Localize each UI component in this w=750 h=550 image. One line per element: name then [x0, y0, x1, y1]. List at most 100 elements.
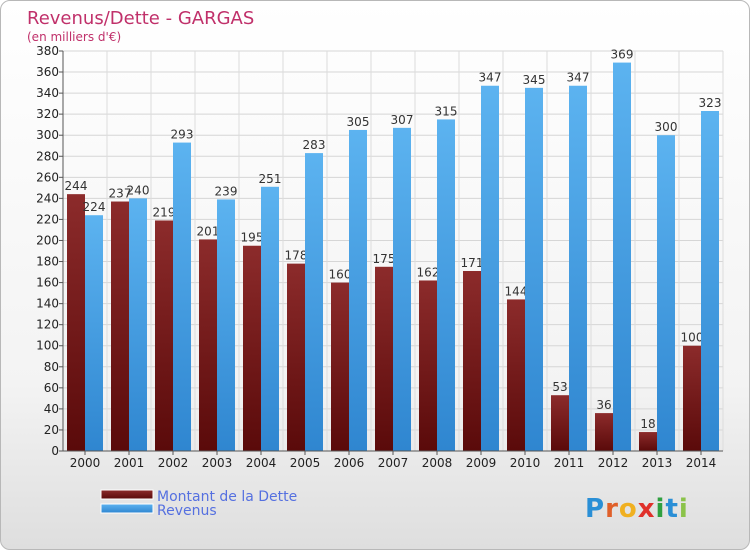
data-label-debt: 162 [417, 265, 440, 279]
logo-letter: i [656, 494, 666, 524]
x-tick-label: 2001 [114, 456, 145, 470]
bar-revenus [349, 129, 367, 451]
x-tick-label: 2013 [642, 456, 673, 470]
bar-revenus [305, 153, 323, 451]
y-tick-label: 0 [51, 444, 59, 458]
y-tick-label: 100 [36, 339, 59, 353]
bar-revenus [569, 85, 587, 451]
y-tick-label: 340 [36, 86, 59, 100]
logo-letter: r [605, 494, 619, 524]
data-label-revenus: 323 [699, 96, 722, 110]
x-tick-label: 2000 [70, 456, 101, 470]
bar-revenus [173, 142, 191, 451]
bar-revenus [129, 198, 147, 451]
data-label-debt: 36 [596, 398, 611, 412]
y-tick-label: 220 [36, 212, 59, 226]
y-tick-label: 140 [36, 297, 59, 311]
data-label-revenus: 347 [567, 71, 590, 85]
data-label-revenus: 251 [259, 172, 282, 186]
bar-debt [155, 220, 173, 451]
data-label-revenus: 347 [479, 71, 502, 85]
x-tick-label: 2006 [334, 456, 365, 470]
y-tick-label: 300 [36, 128, 59, 142]
data-label-revenus: 345 [523, 73, 546, 87]
y-tick-label: 380 [36, 44, 59, 58]
data-label-revenus: 300 [655, 120, 678, 134]
data-label-debt: 244 [65, 179, 88, 193]
x-tick-label: 2005 [290, 456, 321, 470]
bar-revenus [393, 127, 411, 451]
x-tick-label: 2009 [466, 456, 497, 470]
bar-debt [551, 395, 569, 451]
y-tick-label: 200 [36, 233, 59, 247]
y-tick-label: 260 [36, 170, 59, 184]
data-label-debt: 178 [285, 249, 308, 263]
logo-letter: P [585, 494, 605, 524]
x-tick-label: 2004 [246, 456, 277, 470]
data-label-debt: 219 [153, 205, 176, 219]
data-label-revenus: 369 [611, 48, 634, 62]
bar-revenus [85, 215, 103, 451]
bar-revenus [525, 87, 543, 451]
y-tick-label: 180 [36, 255, 59, 269]
bar-debt [375, 266, 393, 451]
bar-revenus [261, 186, 279, 451]
bar-debt [419, 280, 437, 451]
chart-title: Revenus/Dette - GARGAS [27, 8, 254, 29]
data-label-revenus: 315 [435, 104, 458, 118]
legend-swatch-debt [100, 489, 154, 500]
logo-letter: o [619, 494, 638, 524]
x-tick-label: 2008 [422, 456, 453, 470]
data-label-revenus: 224 [83, 200, 106, 214]
bar-revenus [437, 119, 455, 451]
data-label-debt: 195 [241, 231, 264, 245]
bar-debt [463, 271, 481, 451]
bar-debt [331, 282, 349, 451]
logo-letter: i [679, 494, 689, 524]
data-label-revenus: 283 [303, 138, 326, 152]
legend-label-revenus: Revenus [157, 503, 217, 519]
data-label-debt: 160 [329, 268, 352, 282]
x-tick-label: 2002 [158, 456, 189, 470]
y-tick-label: 120 [36, 318, 59, 332]
bar-debt [111, 201, 129, 451]
bar-revenus [657, 135, 675, 452]
bar-debt [507, 299, 525, 451]
bar-debt [683, 345, 701, 451]
bar-revenus [613, 62, 631, 451]
data-label-debt: 201 [197, 224, 220, 238]
bar-revenus [701, 111, 719, 451]
y-tick-label: 80 [44, 360, 59, 374]
y-tick-label: 360 [36, 65, 59, 79]
y-tick-label: 280 [36, 149, 59, 163]
bar-debt [243, 245, 261, 451]
legend: Montant de la Dette Revenus [100, 489, 297, 519]
data-label-revenus: 239 [215, 184, 238, 198]
data-label-debt: 53 [552, 380, 567, 394]
y-tick-label: 160 [36, 276, 59, 290]
legend-swatch-revenus [100, 503, 154, 514]
x-tick-label: 2014 [686, 456, 717, 470]
data-label-revenus: 305 [347, 115, 370, 129]
y-tick-label: 60 [44, 381, 59, 395]
x-tick-label: 2011 [554, 456, 585, 470]
bar-revenus [217, 199, 235, 451]
logo-letter: x [638, 494, 656, 524]
x-tick-label: 2007 [378, 456, 409, 470]
y-tick-label: 20 [44, 423, 59, 437]
bar-debt [67, 194, 85, 451]
bar-debt [287, 263, 305, 451]
x-tick-label: 2010 [510, 456, 541, 470]
axes: 0 20 40 60 80 100 120 140 160 180 200 220 240 260 280 3… [36, 44, 723, 470]
y-tick-label: 40 [44, 402, 59, 416]
y-tick-label: 240 [36, 191, 59, 205]
data-label-debt: 237 [109, 187, 132, 201]
data-label-debt: 18 [640, 417, 655, 431]
data-label-revenus: 293 [171, 128, 194, 142]
data-label-debt: 171 [461, 256, 484, 270]
bar-revenus [481, 85, 499, 451]
data-label-debt: 144 [505, 284, 528, 298]
